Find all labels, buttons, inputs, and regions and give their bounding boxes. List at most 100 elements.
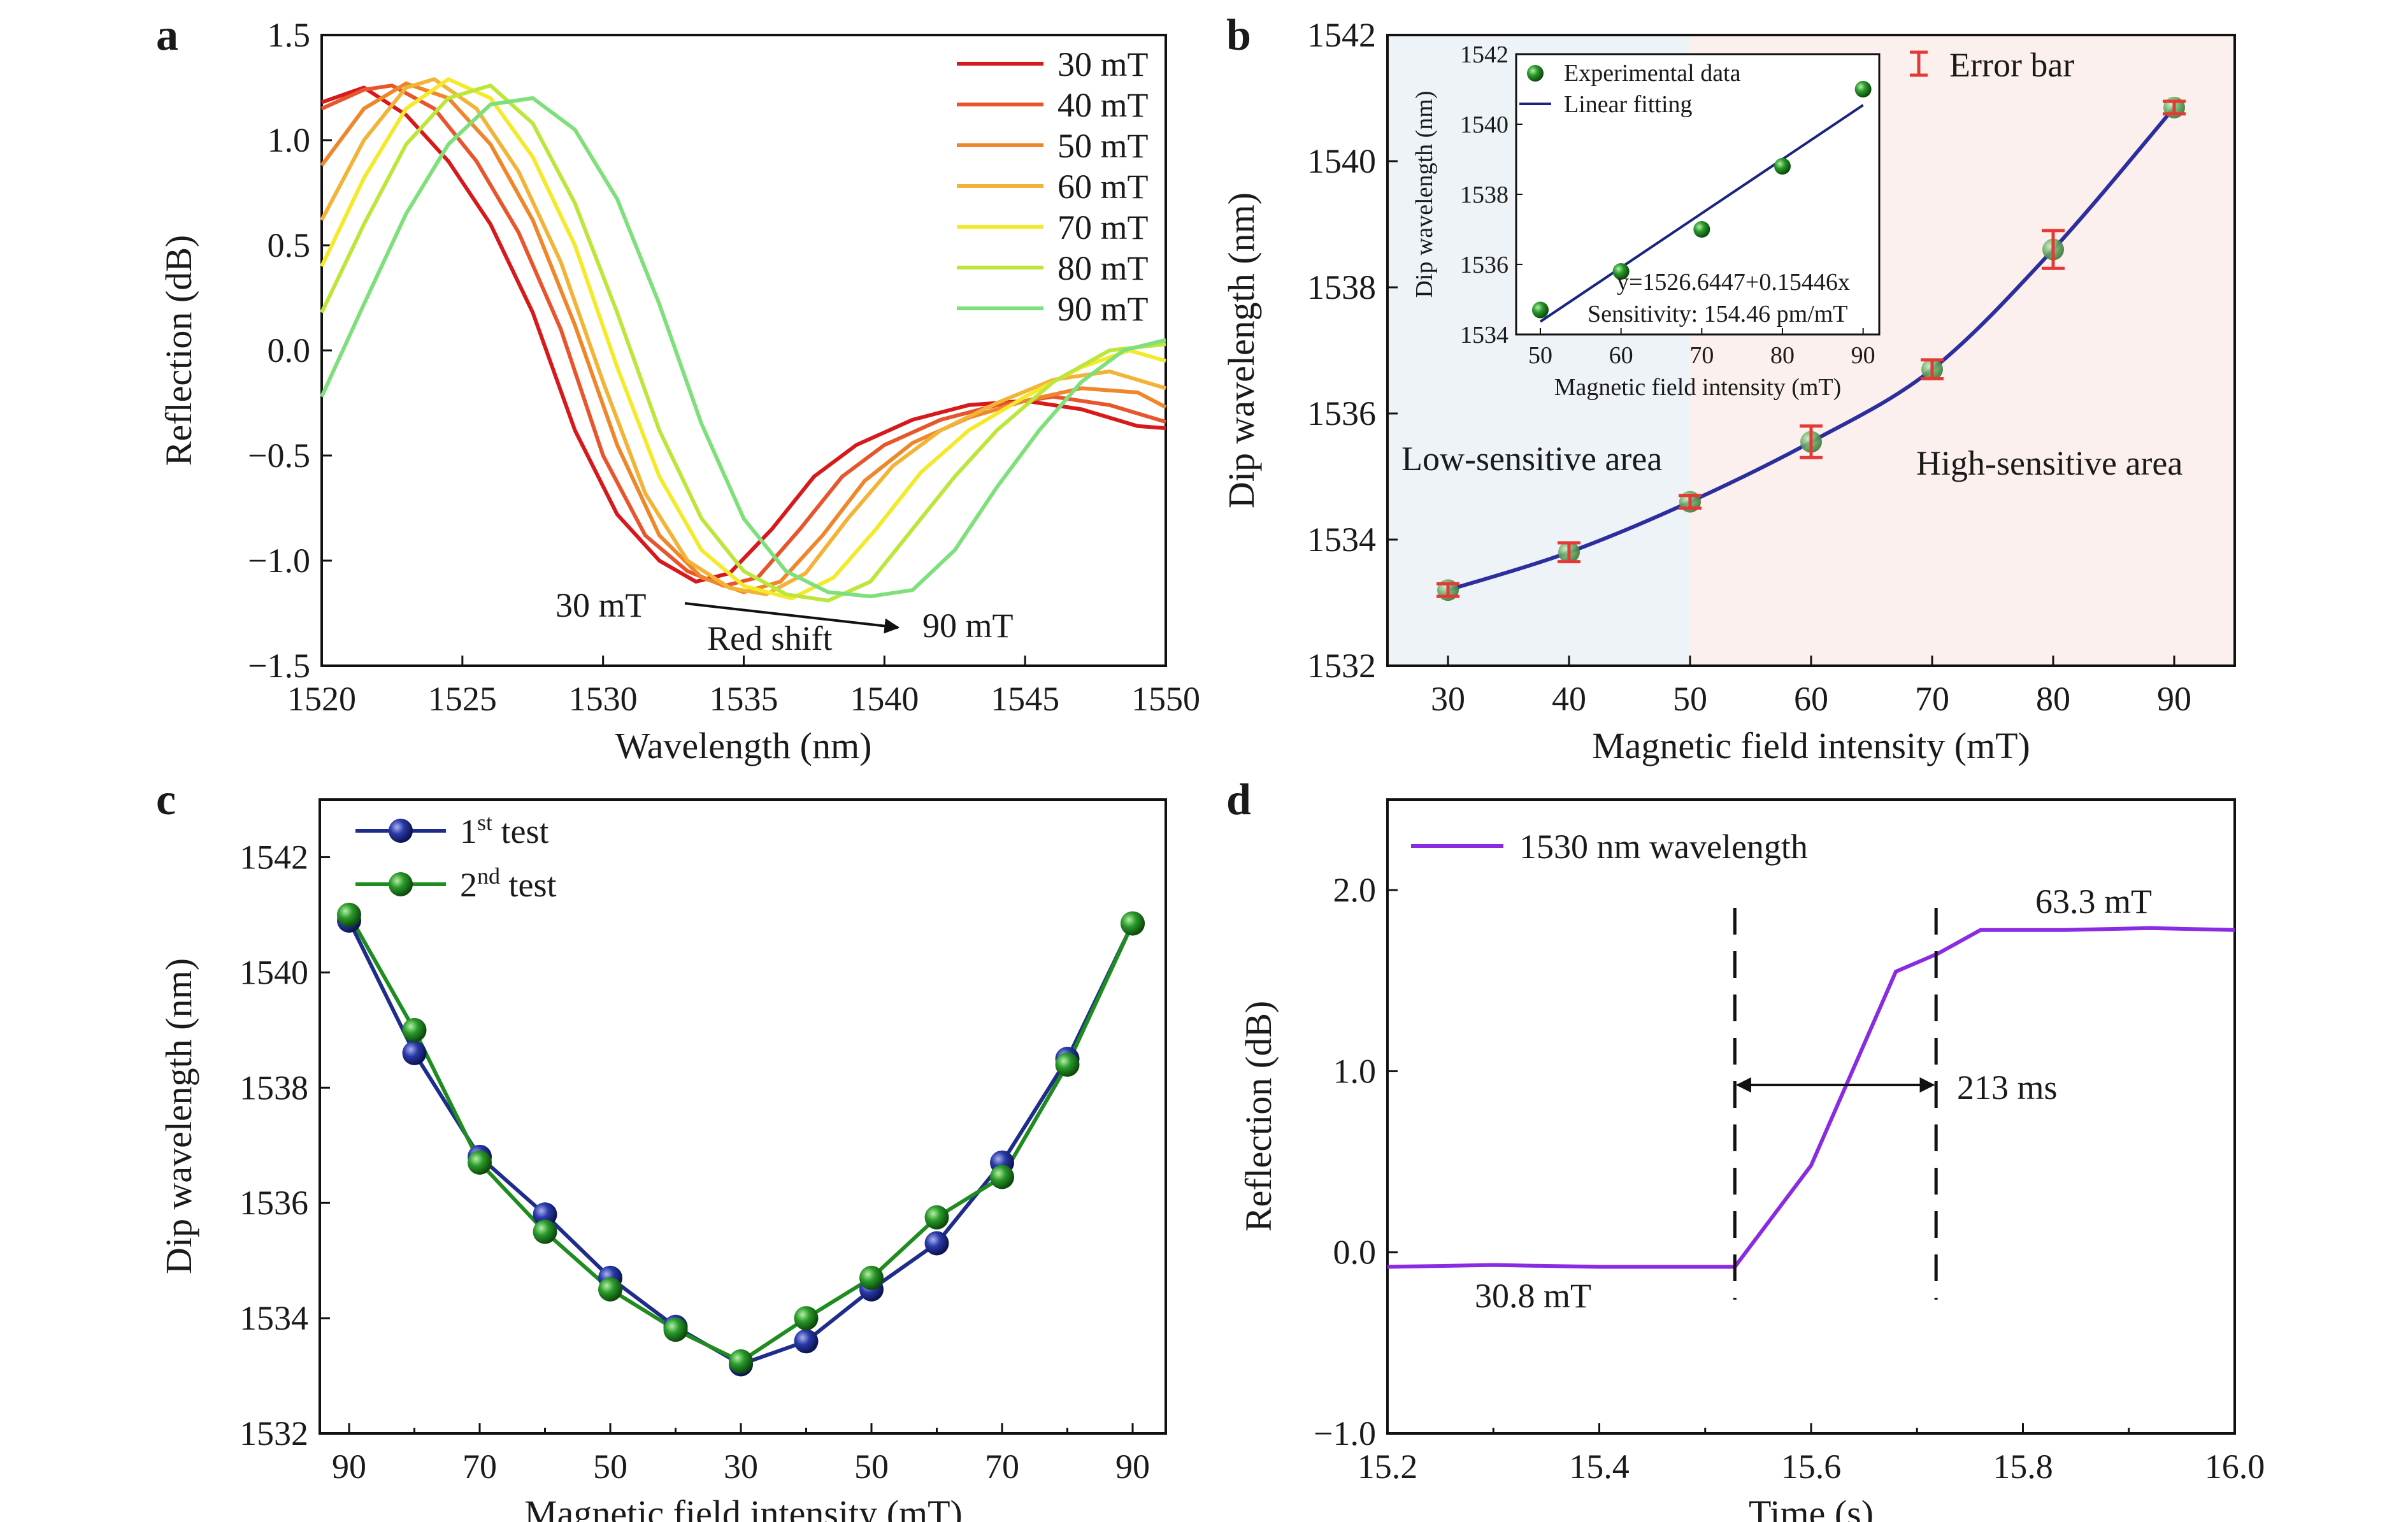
- x-tick-label-d: 15.4: [1569, 1447, 1630, 1486]
- plot-frame-c: [319, 798, 1167, 1435]
- data-point-2nd-test: [337, 902, 361, 927]
- series-line-1st-test: [347, 919, 1135, 1367]
- data-point-2nd-test: [663, 1317, 688, 1342]
- y-axis-label-a: Reflection (dB): [158, 235, 199, 466]
- legend-label-40-mT: 40 mT: [1057, 86, 1149, 124]
- x-tick-label-d: 15.6: [1781, 1447, 1842, 1486]
- y-tick-label-d: −1.0: [1314, 1414, 1376, 1453]
- inset-y-tick-label: 1542: [1460, 41, 1509, 68]
- y-tick-label-c: 1542: [240, 838, 308, 876]
- x-tick-label-d: 16.0: [2205, 1447, 2265, 1486]
- annotation-high-field: 63.3 mT: [2035, 882, 2152, 921]
- legend-label-1st-test: 1st test: [460, 810, 549, 851]
- inset-legend-fitting: Linear fitting: [1564, 91, 1693, 118]
- legend-label-70-mT: 70 mT: [1057, 208, 1149, 247]
- data-point-2nd-test: [1121, 911, 1145, 936]
- y-tick-label-b: 1540: [1307, 142, 1376, 180]
- data-point-2nd-test: [924, 1205, 949, 1230]
- y-tick-label-a: 1.0: [268, 121, 311, 159]
- data-point-2nd-test: [402, 1017, 427, 1042]
- region-label-high: High-sensitive area: [1916, 444, 2182, 482]
- legend-error-bar: Error bar: [1949, 46, 2074, 84]
- annotation-shift-label: Red shift: [707, 619, 833, 657]
- y-tick-label-d: 2.0: [1333, 871, 1377, 909]
- inset-frame: [1515, 53, 1881, 336]
- x-tick-label-d: 15.8: [1993, 1447, 2053, 1486]
- region-label-low: Low-sensitive area: [1401, 440, 1662, 478]
- y-tick-label-c: 1540: [240, 953, 308, 991]
- x-tick-label-b: 40: [1552, 680, 1586, 718]
- panel-label-a: a: [156, 11, 178, 60]
- legend-marker-1st-test: [389, 819, 413, 843]
- legend-label-90-mT: 90 mT: [1057, 290, 1149, 328]
- inset-y-tick-label: 1534: [1460, 322, 1509, 348]
- inset-b: 50 60 70 80 90 1534 1536 1538 1540 1542 Experiment…: [1411, 41, 1881, 401]
- x-tick-label-c: 30: [724, 1447, 758, 1486]
- annotation-start-label: 30 mT: [555, 586, 647, 624]
- x-axis-label-b: Magnetic field intensity (mT): [1592, 725, 2030, 766]
- inset-y-axis-label: Dip wavelength (nm): [1411, 90, 1438, 298]
- y-tick-label-d: 0.0: [1333, 1233, 1377, 1272]
- x-tick-label-b: 90: [2157, 680, 2191, 718]
- y-tick-label-c: 1534: [240, 1299, 308, 1337]
- inset-y-tick-label: 1536: [1460, 252, 1509, 278]
- inset-data-point: [1774, 158, 1791, 175]
- legend-label-50-mT: 50 mT: [1057, 127, 1149, 165]
- series-line-80-mT: [320, 83, 1166, 603]
- inset-data-point: [1532, 301, 1549, 319]
- y-axis-label-d: Reflection (dB): [1238, 1001, 1279, 1231]
- x-tick-label-a: 1520: [287, 680, 356, 718]
- y-tick-label-b: 1538: [1307, 268, 1376, 306]
- series-line-70-mT: [320, 77, 1166, 601]
- inset-data-point: [1612, 263, 1630, 280]
- x-tick-label-d: 15.2: [1358, 1447, 1418, 1486]
- y-tick-label-b: 1532: [1307, 647, 1376, 685]
- x-tick-label-c: 70: [985, 1447, 1019, 1486]
- inset-legend-experimental: Experimental data: [1564, 60, 1741, 87]
- legend-label-30-mT: 30 mT: [1057, 45, 1149, 83]
- data-point-2nd-test: [468, 1150, 492, 1175]
- legend-label-2nd-test: 2nd test: [460, 863, 557, 904]
- series-line-2nd-test: [347, 914, 1135, 1364]
- x-tick-label-b: 60: [1794, 680, 1828, 718]
- inset-sensitivity: Sensitivity: 154.46 pm/mT: [1587, 301, 1848, 327]
- inset-x-tick-label: 60: [1609, 342, 1633, 369]
- annotation-response-time: 213 ms: [1957, 1068, 2058, 1107]
- y-axis-label-b: Dip wavelength (nm): [1221, 192, 1262, 508]
- y-tick-label-a: −1.5: [248, 647, 310, 685]
- panel-c: c 90 70 50 30 50 70 90 1532 1534 1536 1538 1540 1542…: [156, 775, 1167, 1522]
- inset-x-tick-label: 80: [1770, 342, 1795, 369]
- data-point-1st-test: [533, 1202, 557, 1227]
- x-tick-label-a: 1530: [569, 680, 638, 718]
- x-axis-label-a: Wavelength (nm): [615, 725, 872, 766]
- x-tick-label-c: 90: [332, 1447, 366, 1486]
- legend-marker-2nd-test: [389, 872, 413, 896]
- data-point-1st-test: [402, 1041, 427, 1065]
- y-axis-label-c: Dip wavelength (nm): [158, 958, 199, 1274]
- y-tick-label-d: 1.0: [1333, 1052, 1377, 1090]
- legend-1530nm: 1530 nm wavelength: [1519, 828, 1808, 866]
- inset-equation: y=1526.6447+0.15446x: [1617, 269, 1850, 296]
- inset-legend-marker: [1527, 65, 1544, 82]
- y-tick-label-a: −1.0: [248, 542, 310, 580]
- annotation-low-field: 30.8 mT: [1475, 1277, 1591, 1315]
- panel-b: b 30 40 50 60 70 80 90 1532 1534 1536 1538 1540 1542…: [1221, 11, 2236, 766]
- series-line-90-mT: [320, 96, 1166, 599]
- data-point-1st-test: [794, 1329, 819, 1354]
- inset-y-tick-label: 1540: [1460, 111, 1509, 138]
- inset-x-axis-label: Magnetic field intensity (mT): [1554, 374, 1842, 401]
- series-line-30-mT: [321, 85, 1166, 584]
- y-tick-label-b: 1542: [1307, 16, 1376, 54]
- red-shift-arrow: [684, 602, 900, 634]
- inset-data-point: [1854, 81, 1872, 97]
- x-axis-label-d: Time (s): [1749, 1493, 1874, 1522]
- x-tick-label-a: 1545: [991, 680, 1059, 718]
- panel-label-c: c: [156, 775, 176, 824]
- panel-label-b: b: [1226, 11, 1251, 60]
- legend-d: 1530 nm wavelength: [1411, 828, 1808, 866]
- x-axis-label-c: Magnetic field intensity (mT): [524, 1493, 963, 1522]
- inset-y-tick-label: 1538: [1460, 182, 1509, 208]
- legend-label-80-mT: 80 mT: [1057, 249, 1149, 287]
- legend-b: Error bar: [1910, 46, 2074, 84]
